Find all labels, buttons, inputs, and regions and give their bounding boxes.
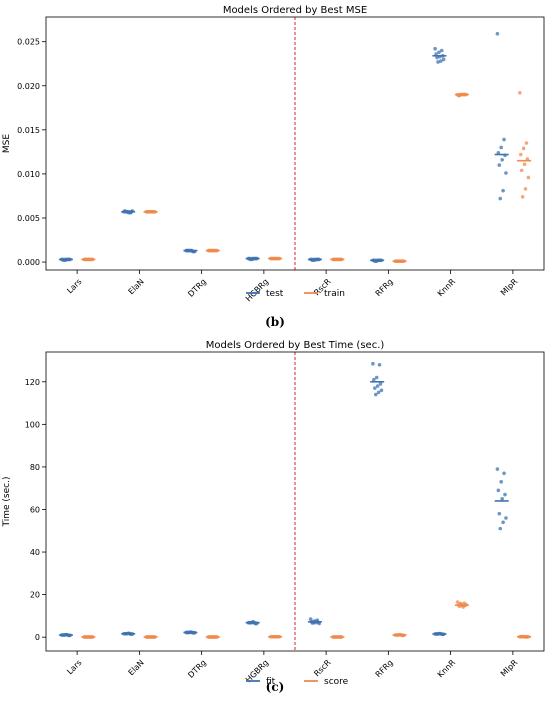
chart0-point-test (501, 188, 505, 193)
chart1-xtick-label: Lars (65, 658, 83, 676)
chart0-point-test (504, 171, 508, 175)
chart0-point-train (525, 157, 530, 161)
chart0-point-train (518, 91, 522, 95)
chart1-point-score (455, 600, 460, 604)
chart1-point-fit (375, 384, 380, 388)
chart1-point-fit (379, 388, 384, 393)
chart1-legend-label-score: score (324, 677, 349, 687)
chart1-point-fit (317, 621, 321, 626)
chart0-xtick-label: RFRg (374, 277, 395, 298)
chart0-ytick-label: 0.005 (17, 214, 40, 223)
chart1-ylabel: Time (sec.) (2, 477, 12, 528)
chart0-xtick-label: DTRg (186, 277, 208, 299)
chart0-ylabel: MSE (2, 134, 12, 153)
chart0-point-test (435, 55, 439, 60)
chart1-point-fit (378, 382, 383, 386)
chart0-point-test (433, 46, 437, 51)
chart0-point-train (522, 162, 527, 167)
chart1-ytick-label: 120 (25, 378, 40, 387)
chart1-ytick-label: 40 (30, 548, 40, 557)
chart0-xtick-label: Lars (65, 277, 83, 295)
chart0-point-test (434, 52, 438, 56)
caption-b: (b) (265, 315, 285, 329)
chart0-ytick-label: 0.020 (17, 82, 40, 91)
chart0-point-train (518, 152, 523, 157)
chart0-title: Models Ordered by Best MSE (223, 5, 367, 16)
chart0-plot-frame (45, 16, 545, 271)
chart1-point-fit (373, 392, 378, 397)
chart1-point-fit (376, 390, 381, 395)
chart0-point-test (436, 60, 440, 64)
chart0-point-test (441, 57, 446, 62)
chart1-point-fit (496, 488, 501, 493)
chart0-point-test (497, 163, 502, 167)
chart1-xtick-label: MlpR (499, 658, 520, 679)
chart1-point-fit (503, 492, 507, 497)
chart0-point-test (502, 137, 506, 142)
chart0-xtick-label: MlpR (499, 277, 520, 298)
chart1-point-fit (501, 520, 505, 525)
chart1-point-score (458, 601, 463, 606)
chart0-point-test (496, 150, 501, 155)
chart1-point-fit (498, 526, 503, 531)
chart0-ytick-label: 0.015 (17, 126, 40, 135)
chart0-point-train (521, 146, 526, 151)
chart0-ytick-label: 0.000 (17, 258, 40, 267)
chart1-point-fit (371, 361, 375, 366)
chart1-xtick-label: KnnR (436, 658, 457, 679)
chart0-legend-label-train: train (324, 289, 345, 299)
chart1-legend-label-fit: fit (266, 677, 276, 687)
chart0-point-test (498, 196, 503, 201)
chart1-plot-frame (45, 351, 545, 652)
chart0-point-train (523, 187, 528, 191)
chart0-legend-label-test: test (266, 289, 284, 299)
chart1-xtick-label: ElaN (127, 658, 146, 677)
chart1-ytick-label: 80 (30, 463, 40, 472)
chart0-point-train (524, 141, 529, 145)
chart1-point-fit (377, 362, 382, 367)
chart1-point-fit (499, 480, 503, 484)
chart0-ytick-label: 0.010 (17, 170, 40, 179)
chart1-xtick-label: DTRg (186, 658, 208, 680)
chart0-point-test (500, 158, 504, 162)
chart0-xtick-label: KnnR (436, 277, 457, 298)
chart1-point-fit (374, 375, 379, 380)
chart1-point-fit (504, 516, 508, 520)
chart1-point-fit (372, 386, 377, 390)
chart0-point-train (526, 175, 531, 180)
chart1-title: Models Ordered by Best Time (sec.) (206, 340, 385, 351)
caption-c: (c) (265, 680, 285, 694)
chart1-ytick-label: 100 (25, 420, 40, 429)
chart0-point-test (495, 31, 500, 36)
chart1-point-fit (497, 511, 502, 516)
chart0-point-test (439, 59, 443, 63)
chart0-ytick-label: 0.025 (17, 38, 40, 47)
chart1-point-score (461, 605, 466, 609)
chart1-point-fit (500, 497, 504, 501)
chart1-point-fit (372, 377, 376, 382)
chart1-ytick-label: 20 (30, 591, 40, 600)
chart1-point-fit (502, 471, 506, 476)
chart0-xtick-label: ElaN (127, 277, 146, 296)
chart0-point-train (520, 195, 525, 199)
chart1-point-fit (495, 467, 500, 471)
chart1-xtick-label: RFRg (374, 658, 395, 679)
chart1-point-fit (308, 617, 313, 621)
chart1-ytick-label: 0 (35, 633, 40, 642)
chart0-point-test (439, 48, 444, 53)
chart1-xtick-label: RscR (312, 658, 333, 679)
chart0-point-test (437, 50, 441, 55)
chart0-point-train (519, 168, 524, 173)
chart1-ytick-label: 60 (30, 505, 40, 514)
chart0-point-test (499, 145, 503, 150)
